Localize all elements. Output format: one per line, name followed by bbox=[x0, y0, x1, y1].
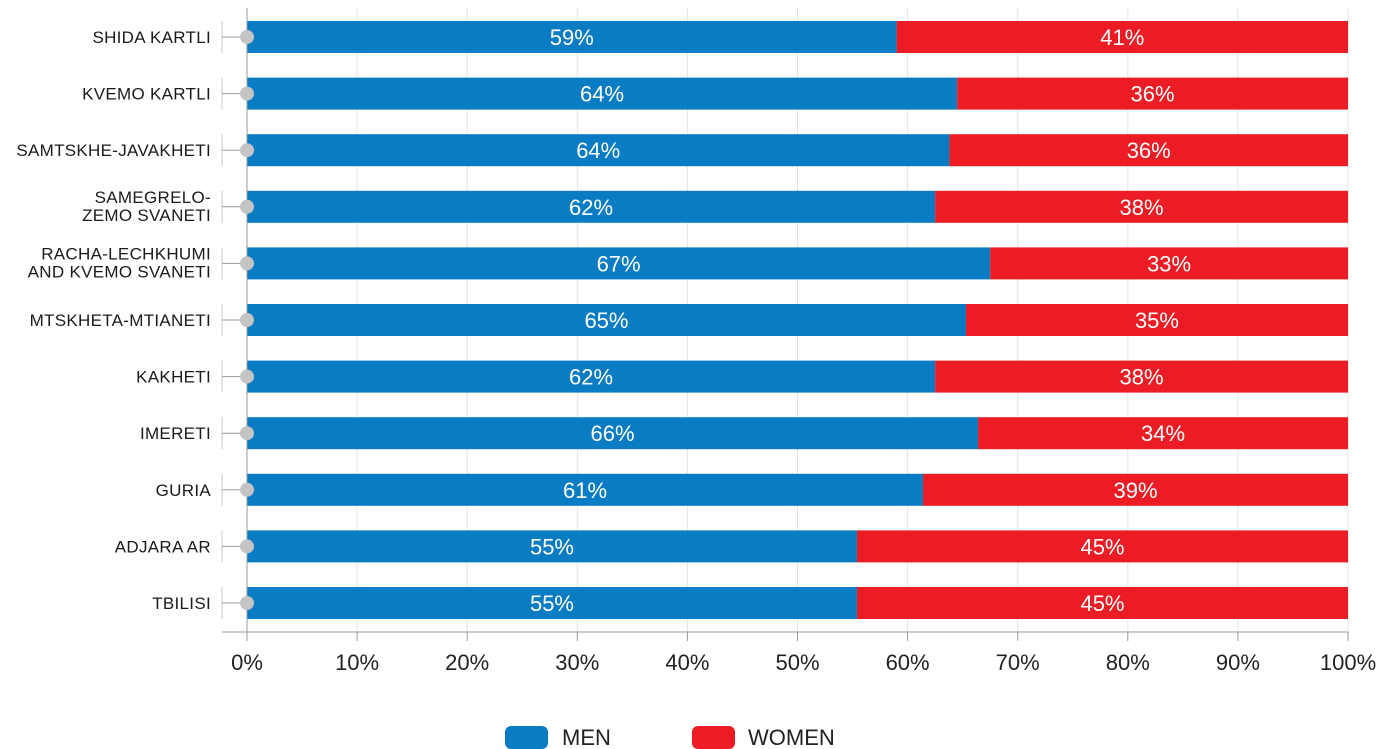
data-label: 34% bbox=[1141, 421, 1185, 446]
bar-women bbox=[896, 21, 1348, 53]
category-label: RACHA-LECHKHUMI bbox=[41, 244, 211, 263]
bar-women bbox=[935, 360, 1348, 393]
bar-men bbox=[247, 247, 991, 280]
bar-men bbox=[247, 587, 857, 619]
bar-women bbox=[990, 247, 1348, 280]
bar-women bbox=[923, 473, 1348, 506]
legend-swatch-women bbox=[692, 726, 735, 749]
x-tick-label: 80% bbox=[1106, 650, 1150, 675]
data-label: 41% bbox=[1100, 25, 1144, 50]
bar-men bbox=[247, 417, 979, 450]
category-marker bbox=[240, 426, 254, 441]
data-label: 55% bbox=[530, 591, 574, 616]
data-label: 59% bbox=[550, 25, 594, 50]
legend: MEN WOMEN bbox=[505, 725, 835, 749]
data-label: 39% bbox=[1113, 478, 1157, 503]
bar-women bbox=[949, 134, 1348, 167]
category-label: MTSKHETA-MTIANETI bbox=[30, 311, 211, 330]
bar-women bbox=[935, 190, 1348, 223]
x-tick-label: 30% bbox=[555, 650, 599, 675]
data-label: 62% bbox=[569, 195, 613, 220]
bar-men bbox=[247, 473, 924, 506]
data-label: 33% bbox=[1147, 251, 1191, 276]
category-marker bbox=[240, 86, 254, 101]
data-label: 55% bbox=[530, 534, 574, 559]
bar-women bbox=[856, 587, 1348, 619]
bar-men bbox=[247, 77, 958, 110]
category-marker bbox=[240, 143, 254, 158]
data-label: 35% bbox=[1135, 308, 1179, 333]
category-label: ADJARA AR bbox=[115, 537, 211, 556]
x-tick-label: 0% bbox=[231, 650, 263, 675]
category-marker bbox=[240, 199, 254, 214]
x-tick-label: 40% bbox=[665, 650, 709, 675]
data-label: 64% bbox=[576, 138, 620, 163]
bar-women bbox=[978, 417, 1348, 450]
bar-men bbox=[247, 360, 936, 393]
data-label: 36% bbox=[1127, 138, 1171, 163]
bar-women bbox=[957, 77, 1348, 110]
data-label: 45% bbox=[1080, 591, 1124, 616]
category-marker bbox=[240, 482, 254, 497]
x-tick-label: 70% bbox=[996, 650, 1040, 675]
category-label: SAMTSKHE-JAVAKHETI bbox=[16, 141, 211, 160]
legend-label-women: WOMEN bbox=[748, 725, 835, 749]
bar-men bbox=[247, 304, 966, 336]
bar-men bbox=[247, 190, 936, 223]
category-label: KAKHETI bbox=[136, 368, 211, 387]
category-label: TBILISI bbox=[152, 594, 211, 613]
bars: 59% 41% 64% 36% 64% 36% 62% 38% 67% 33% 65% 35% 62% 3… bbox=[247, 21, 1348, 619]
legend-label-men: MEN bbox=[562, 725, 611, 749]
category-marker bbox=[240, 596, 254, 610]
x-tick-label: 20% bbox=[445, 650, 489, 675]
data-label: 38% bbox=[1120, 365, 1164, 390]
data-label: 67% bbox=[597, 251, 641, 276]
axes: 0% 10% 20% 30% 40% 50% 60% 70% 80% 90% 100% SHIDA K… bbox=[16, 8, 1376, 675]
category-label: ZEMO SVANETI bbox=[82, 206, 211, 225]
x-tick-label: 50% bbox=[775, 650, 819, 675]
category-label: SHIDA KARTLI bbox=[92, 28, 211, 47]
category-label: AND KVEMO SVANETI bbox=[28, 262, 211, 281]
category-marker bbox=[240, 369, 254, 384]
category-label: IMERETI bbox=[140, 424, 211, 443]
data-label: 38% bbox=[1120, 195, 1164, 220]
data-label: 36% bbox=[1131, 82, 1175, 107]
legend-swatch-men bbox=[505, 726, 548, 749]
category-marker bbox=[240, 539, 254, 554]
bar-women bbox=[965, 304, 1348, 336]
bar-men bbox=[247, 21, 897, 53]
data-label: 64% bbox=[580, 82, 624, 107]
bar-men bbox=[247, 530, 857, 563]
data-label: 66% bbox=[591, 421, 635, 446]
category-label: SAMEGRELO- bbox=[95, 188, 211, 207]
data-label: 62% bbox=[569, 365, 613, 390]
x-tick-label: 10% bbox=[335, 650, 379, 675]
category-label: GURIA bbox=[156, 481, 212, 500]
data-label: 65% bbox=[584, 308, 628, 333]
category-label: KVEMO KARTLI bbox=[82, 85, 211, 104]
x-tick-label: 90% bbox=[1216, 650, 1260, 675]
category-marker bbox=[240, 30, 254, 44]
bar-women bbox=[856, 530, 1348, 563]
category-marker bbox=[240, 313, 254, 327]
category-marker bbox=[240, 256, 254, 271]
data-label: 61% bbox=[563, 478, 607, 503]
bar-men bbox=[247, 134, 950, 167]
x-tick-label: 100% bbox=[1320, 650, 1376, 675]
data-label: 45% bbox=[1080, 534, 1124, 559]
x-tick-label: 60% bbox=[886, 650, 930, 675]
